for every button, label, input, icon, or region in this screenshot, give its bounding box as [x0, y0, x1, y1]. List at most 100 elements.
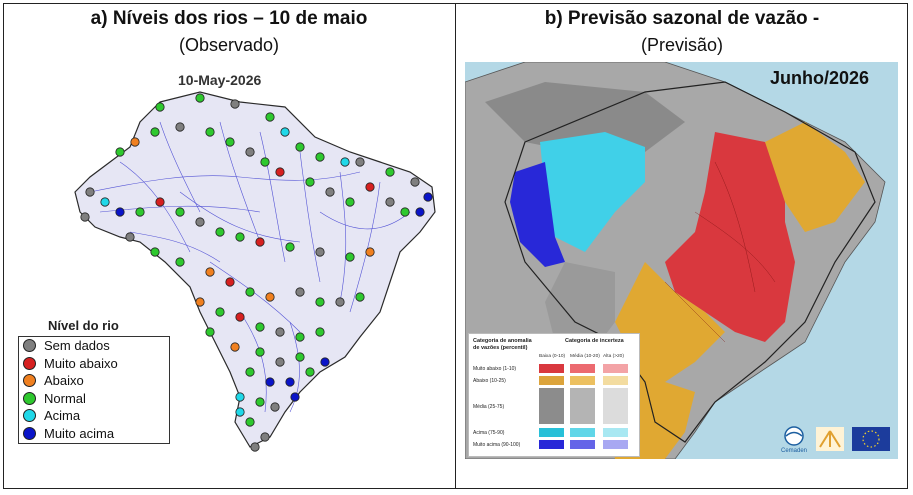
legend-swatch	[23, 409, 36, 423]
legend-swatch	[603, 376, 628, 385]
legend-item-muito-acima: Muito acima	[19, 425, 169, 443]
station-marker	[245, 367, 255, 377]
cemaden-logo: Cemaden	[781, 426, 807, 454]
legend-swatch	[539, 376, 564, 385]
station-markers	[80, 93, 433, 452]
category-label: Média (25-75)	[473, 404, 505, 410]
station-marker	[205, 267, 215, 277]
station-marker	[315, 327, 325, 337]
legend-swatch	[539, 388, 564, 424]
station-marker	[365, 247, 375, 257]
legend-swatch	[539, 440, 564, 449]
panel-divider	[455, 3, 456, 489]
region-red	[665, 132, 795, 342]
station-marker	[275, 167, 285, 177]
legend-swatch	[603, 440, 628, 449]
legend-swatch	[570, 388, 595, 424]
anomaly-header: Categoria de anomalia de vazões (percent…	[473, 338, 532, 351]
station-marker	[260, 157, 270, 167]
station-marker	[340, 157, 350, 167]
region-orange-ne	[765, 122, 865, 232]
brazil-river-levels-map	[74, 91, 436, 452]
station-marker	[415, 207, 425, 217]
panel-b-title: b) Previsão sazonal de vazão -	[544, 8, 820, 29]
station-marker	[245, 147, 255, 157]
legend-label: Muito abaixo	[44, 355, 118, 371]
legend-label: Muito acima	[44, 425, 115, 441]
station-marker	[195, 93, 205, 103]
legend-swatch	[570, 428, 595, 437]
station-marker	[235, 392, 245, 402]
station-marker	[150, 247, 160, 257]
station-marker	[195, 217, 205, 227]
legend-item-sem-dados: Sem dados	[19, 337, 169, 355]
station-marker	[295, 352, 305, 362]
station-marker	[320, 357, 330, 367]
uncertainty-high-label: Alta (>20)	[603, 354, 624, 359]
station-marker	[175, 257, 185, 267]
legend-swatch	[23, 426, 36, 440]
station-marker	[423, 192, 433, 202]
station-marker	[255, 237, 265, 247]
partner-logo	[816, 427, 844, 451]
station-marker	[365, 182, 375, 192]
river-level-legend: Sem dados Muito abaixo Abaixo Normal Aci…	[18, 336, 170, 444]
institutional-logos: Cemaden	[781, 426, 890, 454]
station-marker	[245, 417, 255, 427]
station-marker	[345, 252, 355, 262]
station-marker	[195, 297, 205, 307]
map-date-label: 10-May-2026	[178, 72, 262, 88]
station-marker	[315, 297, 325, 307]
region-orange-center	[615, 262, 725, 382]
station-marker	[305, 177, 315, 187]
station-marker	[280, 127, 290, 137]
station-marker	[305, 367, 315, 377]
legend-swatch	[603, 428, 628, 437]
river-lines	[664, 161, 776, 343]
legend-swatch	[539, 428, 564, 437]
legend-item-normal: Normal	[19, 390, 169, 408]
station-marker	[235, 232, 245, 242]
category-label: Muito abaixo (1-10)	[473, 366, 517, 372]
station-marker	[155, 197, 165, 207]
station-marker	[385, 167, 395, 177]
station-marker	[270, 402, 280, 412]
station-marker	[295, 332, 305, 342]
legend-swatch	[23, 356, 36, 370]
station-marker	[100, 197, 110, 207]
station-marker	[265, 112, 275, 122]
station-marker	[230, 342, 240, 352]
legend-swatch	[23, 374, 36, 388]
station-marker	[250, 442, 260, 452]
eu-flag-logo	[852, 427, 890, 451]
station-marker	[125, 232, 135, 242]
station-marker	[225, 137, 235, 147]
category-label: Muito acima (90-100)	[473, 442, 521, 448]
brazil-border	[504, 81, 876, 443]
station-marker	[150, 127, 160, 137]
station-marker	[205, 127, 215, 137]
station-marker	[355, 292, 365, 302]
station-marker	[115, 147, 125, 157]
uncertainty-header: Categoria de incerteza	[565, 338, 624, 344]
station-marker	[235, 407, 245, 417]
station-marker	[335, 297, 345, 307]
uncertainty-low-label: Baixa (0-10)	[539, 354, 566, 359]
station-marker	[385, 197, 395, 207]
legend-label: Normal	[44, 390, 86, 406]
legend-label: Acima	[44, 408, 81, 424]
station-marker	[255, 397, 265, 407]
uncertainty-mid-label: Média (10-20)	[570, 354, 600, 359]
station-marker	[265, 292, 275, 302]
station-marker	[355, 157, 365, 167]
station-marker	[295, 287, 305, 297]
legend-title: Nível do rio	[48, 318, 119, 333]
forecast-month-label: Junho/2026	[770, 68, 870, 88]
legend-label: Abaixo	[44, 373, 84, 389]
legend-swatch	[603, 388, 628, 424]
station-marker	[295, 142, 305, 152]
station-marker	[400, 207, 410, 217]
panel-a-subtitle: (Observado)	[178, 35, 280, 55]
legend-swatch	[539, 364, 564, 373]
station-marker	[245, 287, 255, 297]
